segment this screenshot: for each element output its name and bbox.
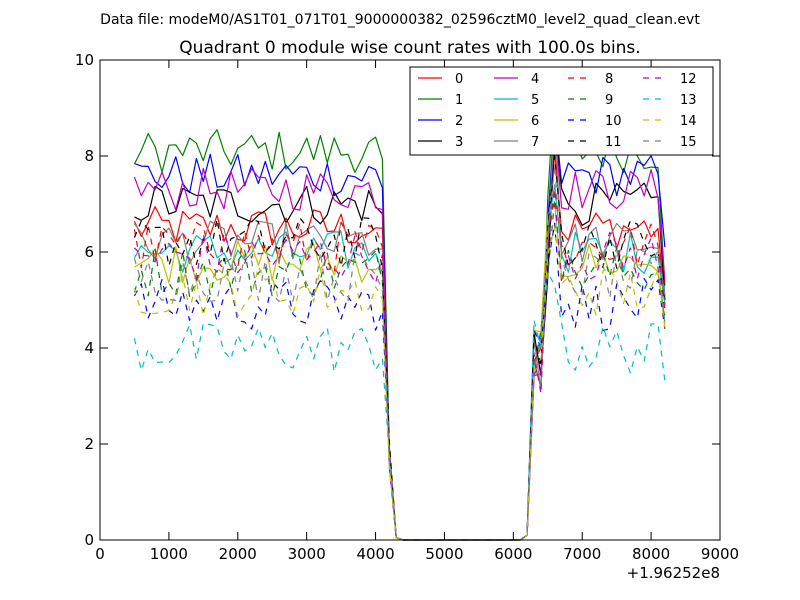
y-tick-label: 8 bbox=[84, 147, 94, 165]
x-offset-label: +1.96252e8 bbox=[627, 564, 720, 582]
legend-label-7: 7 bbox=[531, 135, 539, 150]
legend-label-4: 4 bbox=[531, 72, 539, 87]
x-tick-label: 0 bbox=[95, 545, 105, 563]
figure-suptitle: Data file: modeM0/AS1T01_071T01_90000003… bbox=[100, 12, 700, 28]
x-tick-label: 8000 bbox=[632, 545, 670, 563]
legend-label-15: 15 bbox=[680, 135, 697, 150]
y-tick-label: 0 bbox=[84, 531, 94, 549]
legend-label-6: 6 bbox=[531, 114, 539, 129]
legend-label-1: 1 bbox=[455, 93, 463, 108]
legend-label-5: 5 bbox=[531, 93, 539, 108]
y-tick-label: 4 bbox=[84, 339, 94, 357]
legend-label-12: 12 bbox=[680, 72, 697, 87]
legend-label-0: 0 bbox=[455, 72, 463, 87]
x-tick-label: 3000 bbox=[288, 545, 326, 563]
legend-label-9: 9 bbox=[605, 93, 613, 108]
legend-label-14: 14 bbox=[680, 114, 697, 129]
y-tick-label: 10 bbox=[75, 51, 94, 69]
y-tick-label: 2 bbox=[84, 435, 94, 453]
x-tick-label: 7000 bbox=[563, 545, 601, 563]
x-tick-label: 5000 bbox=[425, 545, 463, 563]
legend-label-13: 13 bbox=[680, 93, 697, 108]
legend-label-2: 2 bbox=[455, 114, 463, 129]
chart-title: Quadrant 0 module wise count rates with … bbox=[179, 38, 640, 58]
x-tick-label: 9000 bbox=[701, 545, 739, 563]
x-tick-label: 4000 bbox=[356, 545, 394, 563]
legend-label-10: 10 bbox=[605, 114, 622, 129]
y-tick-label: 6 bbox=[84, 243, 94, 261]
legend-label-11: 11 bbox=[605, 135, 622, 150]
legend-label-3: 3 bbox=[455, 135, 463, 150]
x-tick-label: 2000 bbox=[219, 545, 257, 563]
x-tick-label: 1000 bbox=[150, 545, 188, 563]
legend-label-8: 8 bbox=[605, 72, 613, 87]
x-tick-label: 6000 bbox=[494, 545, 532, 563]
